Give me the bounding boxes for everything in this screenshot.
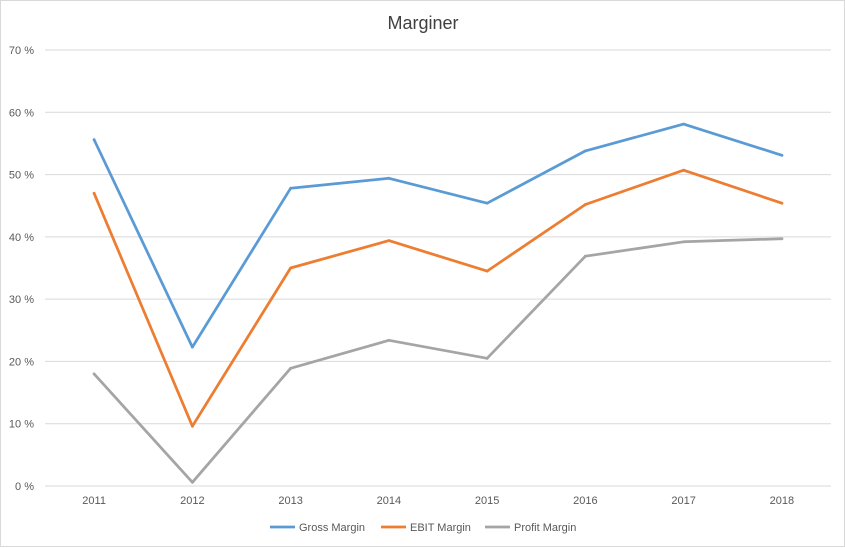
data-point: [387, 338, 391, 342]
y-tick-label: 70 %: [9, 45, 34, 57]
data-point: [583, 254, 587, 258]
data-point: [583, 149, 587, 153]
y-tick-label: 0 %: [15, 481, 34, 493]
data-point: [485, 269, 489, 273]
data-point: [780, 153, 784, 157]
data-point: [780, 237, 784, 241]
data-point: [289, 266, 293, 270]
x-tick-label: 2013: [278, 495, 302, 507]
data-point: [780, 201, 784, 205]
data-point: [583, 203, 587, 206]
y-tick-label: 50 %: [9, 170, 34, 182]
y-axis-ticks: 0 % 10 % 20 % 30 % 40 % 50 % 60 % 70 %: [9, 45, 34, 493]
gridlines: [45, 49, 831, 487]
data-point: [387, 176, 391, 180]
legend: Gross Margin EBIT Margin Profit Margin: [270, 522, 576, 534]
data-point: [190, 345, 194, 349]
data-point: [289, 186, 293, 190]
data-point: [92, 372, 96, 376]
data-point: [190, 480, 194, 484]
legend-label: Profit Margin: [514, 522, 576, 534]
series-line-gross-margin: [92, 122, 784, 349]
x-tick-label: 2014: [377, 495, 401, 507]
data-point: [682, 122, 686, 126]
x-axis-ticks: 2011 2012 2013 2014 2015 2016 2017 2018: [82, 495, 794, 507]
y-tick-label: 40 %: [9, 232, 34, 244]
series-line-profit-margin: [92, 237, 784, 484]
legend-label: EBIT Margin: [410, 522, 471, 534]
data-point: [190, 424, 194, 428]
data-point: [289, 366, 293, 370]
x-tick-label: 2018: [770, 495, 794, 507]
data-point: [485, 356, 489, 360]
x-tick-label: 2011: [82, 495, 106, 507]
y-tick-label: 10 %: [9, 419, 34, 431]
legend-label: Gross Margin: [299, 522, 365, 534]
x-tick-label: 2012: [180, 495, 204, 507]
series-line-ebit-margin: [92, 168, 784, 428]
y-tick-label: 60 %: [9, 107, 34, 119]
series-lines: [92, 122, 784, 484]
chart-title: Marginer: [387, 13, 458, 33]
y-tick-label: 30 %: [9, 294, 34, 306]
data-point: [92, 191, 96, 195]
data-point: [92, 138, 96, 142]
data-point: [387, 239, 391, 242]
data-point: [485, 201, 489, 205]
x-tick-label: 2017: [671, 495, 695, 507]
y-tick-label: 20 %: [9, 356, 34, 368]
x-tick-label: 2015: [475, 495, 499, 507]
data-point: [682, 240, 686, 244]
x-tick-label: 2016: [573, 495, 597, 507]
data-point: [682, 168, 686, 172]
